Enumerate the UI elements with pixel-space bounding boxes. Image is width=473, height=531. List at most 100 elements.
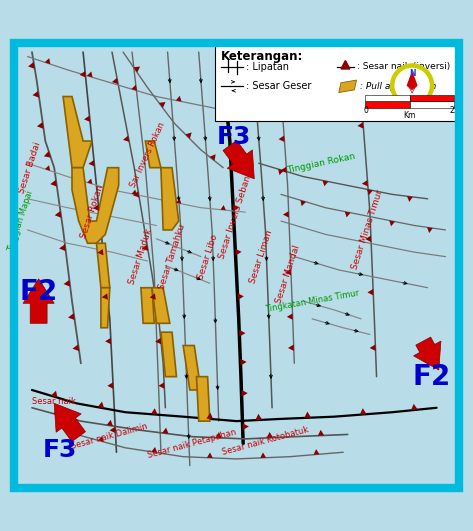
Polygon shape — [159, 102, 166, 108]
Polygon shape — [216, 432, 222, 438]
Polygon shape — [314, 449, 319, 455]
Polygon shape — [345, 211, 350, 217]
Text: N: N — [409, 69, 415, 78]
Polygon shape — [79, 71, 86, 78]
Polygon shape — [233, 204, 239, 211]
Text: Sesar Invers Sebanga: Sesar Invers Sebanga — [217, 164, 256, 260]
Text: Sesar naik: Sesar naik — [32, 397, 76, 406]
Polygon shape — [240, 359, 246, 366]
Polygon shape — [411, 404, 418, 410]
Polygon shape — [87, 178, 92, 184]
Polygon shape — [101, 288, 110, 328]
Polygon shape — [102, 294, 108, 300]
Polygon shape — [161, 332, 176, 376]
Polygon shape — [368, 289, 373, 295]
Polygon shape — [365, 236, 371, 242]
Polygon shape — [370, 345, 376, 351]
Polygon shape — [105, 338, 111, 344]
Text: Sesar Minas Timur: Sesar Minas Timur — [350, 189, 385, 271]
Bar — [410, 95, 455, 101]
Polygon shape — [63, 280, 70, 287]
Polygon shape — [267, 432, 273, 438]
Polygon shape — [367, 190, 373, 195]
Polygon shape — [107, 382, 113, 389]
Polygon shape — [227, 115, 234, 122]
Polygon shape — [362, 180, 368, 186]
Polygon shape — [223, 71, 229, 78]
Polygon shape — [96, 243, 110, 288]
Polygon shape — [279, 135, 285, 142]
Polygon shape — [206, 413, 213, 419]
Polygon shape — [98, 436, 104, 442]
Polygon shape — [162, 427, 168, 434]
Polygon shape — [161, 168, 179, 230]
Polygon shape — [131, 85, 137, 91]
FancyArrow shape — [413, 337, 441, 370]
Text: Sar Invers Rokan: Sar Invers Rokan — [129, 120, 166, 189]
Text: F3: F3 — [43, 438, 78, 462]
Polygon shape — [93, 204, 99, 211]
Polygon shape — [50, 180, 57, 186]
FancyArrow shape — [23, 279, 54, 323]
Text: Sesar Badai: Sesar Badai — [17, 141, 42, 194]
Polygon shape — [68, 313, 75, 320]
Polygon shape — [358, 122, 363, 129]
Polygon shape — [427, 227, 433, 233]
Polygon shape — [145, 141, 172, 212]
Polygon shape — [72, 168, 119, 243]
Polygon shape — [318, 430, 324, 436]
Polygon shape — [231, 160, 237, 167]
Polygon shape — [88, 160, 95, 166]
Polygon shape — [97, 401, 104, 408]
Polygon shape — [287, 313, 293, 320]
Polygon shape — [45, 165, 50, 171]
Polygon shape — [210, 155, 216, 161]
Text: Km: Km — [404, 112, 416, 121]
Polygon shape — [360, 408, 367, 415]
Polygon shape — [151, 447, 157, 453]
Polygon shape — [408, 85, 416, 93]
Polygon shape — [63, 97, 92, 168]
Text: 0: 0 — [363, 106, 368, 115]
Polygon shape — [106, 420, 113, 426]
Text: : Pull apart Basin: : Pull apart Basin — [359, 82, 436, 91]
Text: Sesar naik Dalimin: Sesar naik Dalimin — [70, 422, 149, 451]
Polygon shape — [341, 61, 350, 69]
Text: Sesar naik Petapahan: Sesar naik Petapahan — [147, 427, 237, 459]
Polygon shape — [28, 62, 35, 69]
FancyArrow shape — [54, 404, 86, 442]
Polygon shape — [196, 376, 210, 421]
Polygon shape — [281, 167, 287, 173]
Polygon shape — [151, 408, 158, 415]
Polygon shape — [59, 244, 66, 251]
Polygon shape — [278, 169, 284, 175]
Polygon shape — [407, 73, 417, 90]
Polygon shape — [239, 330, 245, 337]
Polygon shape — [72, 345, 79, 351]
Polygon shape — [237, 293, 244, 300]
Polygon shape — [389, 220, 395, 226]
Text: Sesar Maduk: Sesar Maduk — [128, 228, 154, 286]
Polygon shape — [133, 191, 139, 198]
Text: Sesar Tamahku: Sesar Tamahku — [157, 223, 187, 290]
FancyBboxPatch shape — [215, 44, 456, 121]
Polygon shape — [112, 78, 118, 84]
Polygon shape — [255, 414, 262, 420]
Polygon shape — [323, 181, 328, 186]
Text: Sesar Mandal: Sesar Mandal — [274, 244, 301, 305]
Polygon shape — [304, 412, 311, 418]
Polygon shape — [87, 72, 93, 78]
Polygon shape — [176, 96, 182, 101]
Text: : Sesar naik (inversi): : Sesar naik (inversi) — [357, 62, 450, 71]
Text: Sesar naik Kotobatuk: Sesar naik Kotobatuk — [221, 425, 310, 457]
Polygon shape — [241, 390, 248, 397]
Polygon shape — [283, 211, 289, 218]
Text: 25: 25 — [449, 106, 459, 115]
Polygon shape — [44, 151, 51, 158]
Polygon shape — [110, 427, 115, 433]
Polygon shape — [37, 122, 44, 129]
Text: Sesar Liman: Sesar Liman — [248, 229, 274, 285]
Text: : Sesar Geser: : Sesar Geser — [246, 81, 311, 91]
Text: F3: F3 — [217, 125, 251, 149]
Polygon shape — [220, 105, 226, 110]
